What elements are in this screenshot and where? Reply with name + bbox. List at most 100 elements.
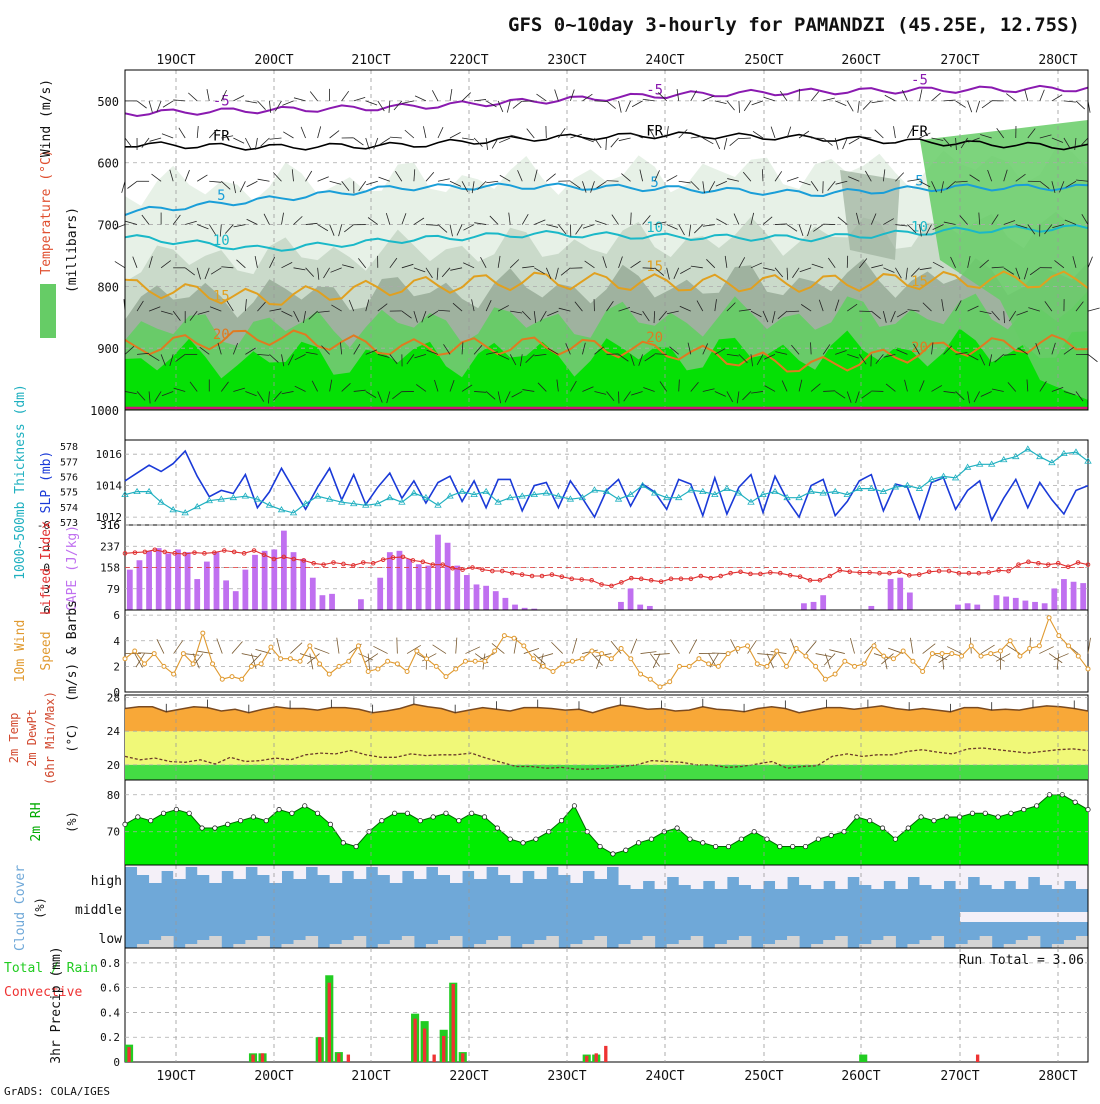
cloud-high-cell xyxy=(354,865,367,879)
wind10-marker xyxy=(298,659,302,663)
rh2m-marker xyxy=(1034,804,1038,808)
rh2m-marker xyxy=(855,815,859,819)
top-x-tick: 25OCT xyxy=(744,53,783,68)
rh2m-marker xyxy=(469,811,473,815)
slp-y-tick: 1014 xyxy=(96,480,123,493)
cloud-level-label: high xyxy=(91,874,122,889)
wind10-marker xyxy=(629,657,633,661)
slp-frame xyxy=(125,440,1088,525)
top-x-tick: 20OCT xyxy=(254,53,293,68)
top-x-tick: 23OCT xyxy=(547,53,586,68)
cloud-high-cell xyxy=(727,865,740,877)
cape-bar xyxy=(242,570,248,610)
rh2m-marker xyxy=(277,807,281,811)
cape-bar xyxy=(377,578,383,610)
cape-bar xyxy=(1032,602,1038,610)
rh2m-marker xyxy=(444,811,448,815)
rh2m-marker xyxy=(161,811,165,815)
wind10-barb xyxy=(1039,647,1053,654)
wind10-marker xyxy=(726,652,730,656)
cloud-low-cell xyxy=(474,944,487,948)
cloud-high-cell xyxy=(269,865,282,883)
wind10-marker xyxy=(891,657,895,661)
rh2m-marker xyxy=(200,826,204,830)
top-x-tick: 28OCT xyxy=(1038,53,1077,68)
cloud-low-cell xyxy=(631,940,644,948)
wind10-marker xyxy=(639,672,643,676)
temp2m-axis-label-a: 2m Temp xyxy=(7,713,21,764)
wind10-marker xyxy=(152,652,156,656)
wind10-marker xyxy=(376,667,380,671)
precip-y-tick: 0.8 xyxy=(100,957,120,970)
wind10-marker xyxy=(230,675,234,679)
cloud-high-cell xyxy=(775,865,788,889)
bottom-x-tick: 26OCT xyxy=(841,1069,880,1084)
rh2m-marker xyxy=(508,837,512,841)
cloud-high-cell xyxy=(558,865,571,875)
cape-bar xyxy=(320,595,326,610)
cloud-low-cell xyxy=(811,944,824,948)
cloud-low-cell xyxy=(570,944,583,948)
cloud-high-cell xyxy=(378,865,391,875)
slp-axis-label: SLP (mb) xyxy=(39,451,54,514)
temp2m-y-tick: 24 xyxy=(107,725,121,738)
wind10-barb xyxy=(358,654,373,661)
cloud-low-cell xyxy=(582,940,595,948)
cloud-low-cell xyxy=(727,940,740,948)
cloud-low-cell xyxy=(294,940,307,948)
precip-conv-bar xyxy=(328,983,331,1062)
cloud-low-cell xyxy=(486,940,499,948)
wind10-barb xyxy=(465,647,480,654)
cloud-high-cell xyxy=(570,865,583,883)
bottom-x-tick: 28OCT xyxy=(1038,1069,1077,1084)
cloud-low-cell xyxy=(149,940,162,948)
wind10-marker xyxy=(1057,634,1061,638)
temp-contour-label: 20 xyxy=(911,340,928,356)
wind-axis-label: Wind (m/s) xyxy=(39,79,54,157)
wind10-barb xyxy=(654,654,670,655)
cape-bar xyxy=(281,531,287,610)
cloud-low-cell xyxy=(342,940,355,948)
rh-legend-swatch xyxy=(40,284,56,338)
cloud-mid-cell xyxy=(960,912,1088,922)
wind10-marker xyxy=(969,644,973,648)
precip-y-tick: 0.6 xyxy=(100,982,120,995)
wind10-marker xyxy=(687,664,691,668)
cape-bar xyxy=(445,543,451,610)
wind10-marker xyxy=(736,646,740,650)
cloud-high-cell xyxy=(823,865,836,881)
cloud-high-cell xyxy=(161,865,174,871)
rh2m-marker xyxy=(303,804,307,808)
cape-bar xyxy=(618,602,624,610)
rh2m-marker xyxy=(893,837,897,841)
wind-barb xyxy=(1088,354,1097,361)
cape-bar xyxy=(820,595,826,610)
wind10-marker xyxy=(1076,654,1080,658)
cape-bar xyxy=(628,588,634,610)
rh2m-marker xyxy=(431,815,435,819)
cloud-low-cell xyxy=(1028,936,1041,948)
rh2m-marker xyxy=(521,841,525,845)
wind10-marker xyxy=(483,659,487,663)
wind10-marker xyxy=(454,667,458,671)
cloud-low-cell xyxy=(197,940,210,948)
wind10-barb xyxy=(373,646,387,653)
footer-credit: GrADS: COLA/IGES xyxy=(4,1085,110,1098)
rh2m-marker xyxy=(136,815,140,819)
temp-axis-label: Temperature (°C) xyxy=(39,149,54,274)
wind10-barb xyxy=(538,654,553,658)
cloud-low-cell xyxy=(1076,936,1089,948)
cloud-low-cell xyxy=(161,936,174,948)
wind10-marker xyxy=(648,677,652,681)
wind10-frame xyxy=(125,610,1088,692)
dewpt-low-fill xyxy=(125,765,1088,780)
cape-bar xyxy=(1003,597,1009,610)
precip-conv-bar xyxy=(585,1056,588,1062)
cloud-low-cell xyxy=(835,936,848,948)
cape-bar xyxy=(416,564,422,610)
cloud-high-cell xyxy=(907,865,920,877)
cloud-low-cell xyxy=(643,936,656,948)
cloud-high-cell xyxy=(402,865,415,871)
wind10-marker xyxy=(395,662,399,666)
